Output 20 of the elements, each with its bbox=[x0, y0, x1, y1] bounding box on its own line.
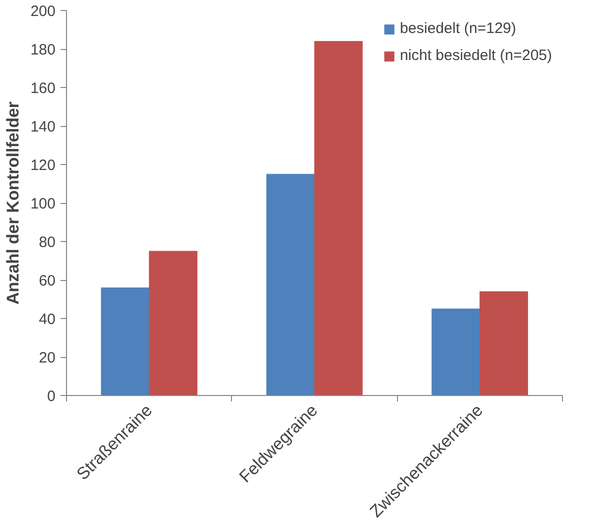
y-tick-label: 20 bbox=[38, 350, 56, 366]
y-tick-label: 80 bbox=[38, 234, 56, 251]
y-tick-label: 180 bbox=[30, 42, 56, 58]
bar bbox=[148, 250, 198, 396]
bar bbox=[432, 308, 480, 396]
y-tick-label: 60 bbox=[38, 272, 56, 290]
bar bbox=[480, 291, 528, 396]
y-tick-label: 40 bbox=[38, 311, 56, 328]
y-tick-label: 160 bbox=[30, 80, 56, 97]
legend-label: besiedelt (n=129) bbox=[400, 20, 516, 37]
bar bbox=[100, 287, 150, 396]
y-tick-label: 140 bbox=[30, 118, 56, 136]
bar bbox=[314, 41, 363, 396]
y-tick-label: 200 bbox=[30, 3, 56, 20]
bar bbox=[266, 174, 315, 396]
y-tick-label: 100 bbox=[30, 196, 56, 212]
y-axis-title: Anzahl der Kontrollfelder bbox=[3, 101, 22, 305]
y-tick-label: 120 bbox=[30, 157, 56, 174]
legend-label: nicht besiedelt (n=205) bbox=[400, 47, 552, 64]
y-tick-label: 0 bbox=[47, 388, 56, 405]
